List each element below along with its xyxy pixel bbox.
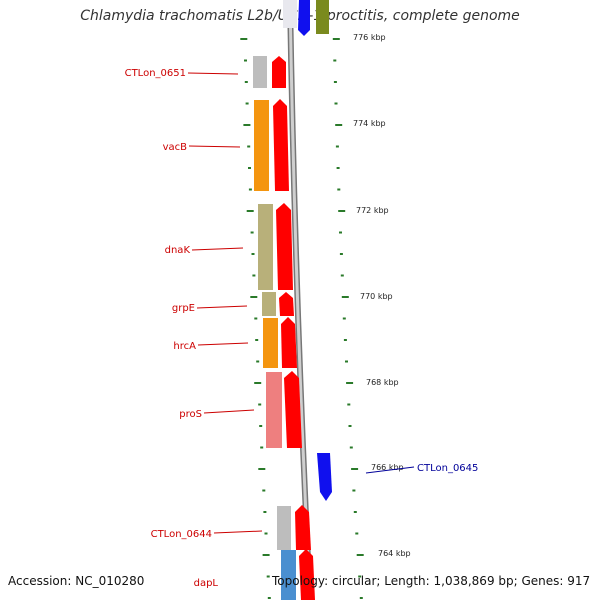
gene-label: vacB	[163, 142, 188, 153]
gene-arrow-ctlon0645	[317, 453, 332, 501]
gene-box-pros	[266, 372, 282, 448]
feature-top-white	[283, 0, 297, 28]
tick-mark	[345, 360, 348, 363]
accession-text: Accession: NC_010280	[8, 574, 145, 588]
gene-label: CTLon_0651	[125, 68, 186, 79]
tick-mark	[347, 403, 351, 406]
tick-mark	[246, 210, 254, 212]
tick-mark	[339, 231, 342, 234]
tick-mark	[256, 360, 260, 363]
tick-mark	[358, 575, 362, 578]
gene-label-blue: CTLon_0645	[417, 463, 478, 474]
gene-labels: CTLon_0651 vacB dnaK grpE hrcA proS CTLo…	[125, 68, 479, 589]
tick-mark	[355, 532, 359, 535]
kbp-scale: 776 kbp 774 kbp 772 kbp 770 kbp 768 kbp …	[353, 33, 411, 558]
kbp-label: 776 kbp	[353, 33, 386, 42]
gene-box-ctlon0651	[253, 56, 267, 88]
gene-label: CTLon_0644	[151, 529, 212, 540]
tick-mark	[244, 59, 247, 62]
genome-stats-text: Topology: circular; Length: 1,038,869 bp…	[272, 574, 591, 588]
tick-mark	[333, 81, 337, 83]
tick-mark	[338, 210, 346, 212]
tick-mark	[264, 532, 268, 535]
tick-mark	[254, 382, 262, 384]
ctlon0645-leader-line	[365, 466, 415, 474]
tick-mark	[247, 145, 251, 148]
tick-mark	[251, 253, 255, 255]
tick-mark	[258, 468, 266, 470]
gene-label: grpE	[172, 303, 195, 314]
tick-mark	[332, 38, 340, 40]
gene-arrow-ctlon0651	[272, 56, 286, 88]
gene-arrow-pros	[284, 371, 302, 448]
tick-mark	[248, 188, 252, 191]
tick-mark	[248, 167, 251, 169]
tick-mark	[342, 317, 346, 320]
gene-label: proS	[179, 409, 202, 420]
gene-arrow-hrca	[281, 317, 297, 368]
tick-mark	[262, 489, 266, 492]
tick-mark	[356, 554, 364, 556]
tick-mark	[335, 124, 343, 126]
gene-label: dapL	[194, 578, 219, 589]
tick-mark	[349, 446, 353, 449]
tick-mark	[250, 296, 258, 298]
gene-arrow-ctlon0644	[295, 505, 311, 550]
gene-arrow-dnak	[276, 203, 293, 290]
tick-mark	[254, 317, 258, 320]
gene-box-grpe	[262, 292, 276, 316]
tick-mark	[335, 145, 339, 148]
tick-mark	[258, 403, 262, 406]
feature-top-blue	[298, 0, 310, 36]
gene-label: hrcA	[173, 341, 196, 352]
tick-mark	[263, 511, 267, 513]
tick-mark	[341, 296, 349, 298]
tick-mark	[244, 81, 248, 83]
gene-box-hrca	[263, 318, 278, 368]
tick-mark	[333, 59, 337, 62]
tick-mark	[267, 597, 271, 599]
gene-label: dnaK	[165, 245, 191, 256]
kbp-label: 766 kbp	[371, 463, 404, 472]
tick-mark	[337, 188, 341, 191]
tick-mark	[346, 382, 354, 384]
kbp-label: 774 kbp	[353, 119, 386, 128]
tick-mark	[255, 339, 259, 341]
tick-mark	[262, 554, 270, 556]
gene-leader-lines	[187, 72, 263, 534]
gene-arrow-grpe	[279, 292, 294, 316]
kbp-label: 770 kbp	[360, 292, 393, 301]
kbp-label: 772 kbp	[356, 206, 389, 215]
gene-box-dnak	[258, 204, 273, 290]
gene-box-ctlon0644	[277, 506, 291, 550]
gene-arrow-vacb	[273, 99, 289, 191]
tick-mark	[343, 339, 347, 341]
tick-mark	[334, 102, 338, 105]
kbp-label: 768 kbp	[366, 378, 399, 387]
tick-mark	[260, 446, 264, 449]
kbp-label: 764 kbp	[378, 549, 411, 558]
tick-mark	[243, 124, 251, 126]
tick-mark	[339, 253, 343, 255]
tick-mark	[259, 425, 263, 427]
tick-mark	[252, 274, 256, 277]
tick-mark	[340, 274, 344, 277]
gene-box-dapl	[281, 550, 296, 600]
tick-mark	[353, 511, 357, 513]
tick-marks	[240, 38, 364, 599]
gene-box-vacb	[254, 100, 269, 191]
tick-mark	[359, 597, 363, 599]
tick-mark	[348, 425, 352, 427]
tick-mark	[240, 38, 248, 40]
tick-mark	[351, 468, 359, 470]
tick-mark	[352, 489, 356, 492]
tick-mark	[336, 167, 340, 169]
gene-arrow-dapl	[299, 549, 315, 600]
tick-mark	[245, 102, 249, 105]
feature-top-olive	[316, 0, 329, 34]
tick-mark	[266, 575, 270, 578]
tick-mark	[250, 231, 254, 234]
